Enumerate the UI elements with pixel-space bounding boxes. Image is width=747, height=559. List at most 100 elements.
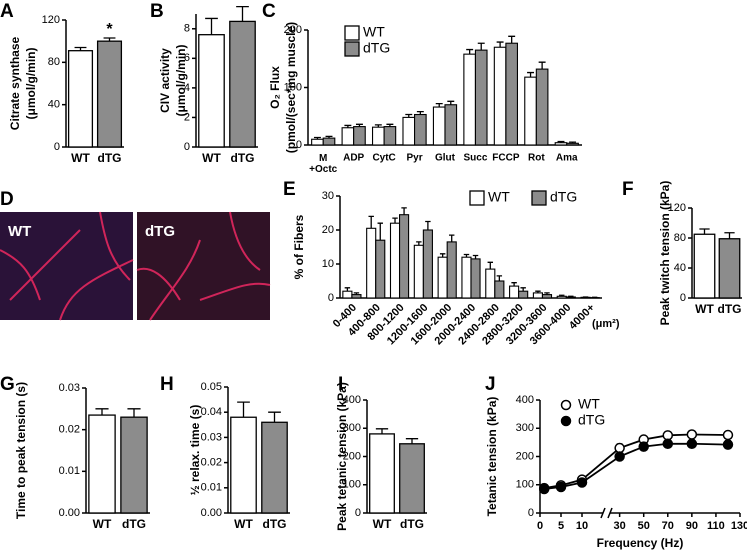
x-tick-label: WT: [93, 517, 112, 531]
y-tick-label: 10: [322, 258, 334, 270]
panel: H0.000.010.020.030.040.05½ relax. time (…: [160, 374, 290, 531]
legend-label: WT: [578, 396, 600, 412]
x-tick-label: dTG: [122, 517, 146, 531]
point: [540, 484, 549, 493]
bar: [390, 223, 399, 298]
error-bar: [699, 229, 709, 234]
bar: [525, 77, 537, 145]
point: [663, 431, 672, 440]
x-tick-label: 50: [638, 520, 650, 532]
y-tick-label: 0.05: [201, 381, 222, 393]
x-tick-label: WT: [234, 517, 253, 531]
error-bar: [392, 218, 397, 223]
panel-label: B: [150, 1, 164, 22]
error-bar: [406, 439, 418, 444]
bar: [475, 50, 487, 145]
x-tick-label: WT: [71, 151, 90, 165]
point: [615, 444, 624, 453]
error-bar: [478, 43, 485, 50]
y-tick-label: 100: [516, 479, 534, 491]
y-tick-label: 0: [528, 507, 534, 519]
bar: [414, 245, 423, 298]
y-axis-label: Peak tetanic tension (kPa): [335, 382, 349, 531]
legend-swatch: [345, 42, 359, 56]
bar: [510, 286, 519, 298]
y-tick-label: 0: [184, 141, 190, 153]
x-axis-label: Frequency (Hz): [597, 536, 684, 550]
axis-break: [601, 508, 612, 518]
bar: [312, 139, 324, 145]
y-axis-label: Citrate synthase: [8, 36, 22, 130]
bar: [694, 234, 715, 298]
panel-label: J: [485, 374, 496, 395]
x-tick-label: 130: [731, 520, 747, 532]
bar: [495, 281, 504, 298]
bar: [557, 296, 566, 298]
bar: [323, 138, 335, 145]
series-line: [544, 434, 728, 488]
error-bar: [568, 296, 573, 297]
error-bar: [268, 412, 281, 422]
error-bar: [378, 223, 383, 240]
legend-swatch: [470, 191, 484, 205]
y-tick-label: 40: [674, 262, 686, 274]
y-axis-label: Tetanic tension (kPa): [485, 397, 499, 517]
legend-label: dTG: [578, 412, 605, 428]
x-tick-label: Ama: [556, 153, 578, 164]
bar: [506, 43, 518, 145]
panel-label: A: [0, 1, 14, 22]
legend-label: WT: [488, 189, 510, 205]
error-bar: [488, 262, 493, 269]
y-tick-label: 120: [42, 14, 60, 26]
x-tick-label: dTG: [718, 302, 742, 316]
y-tick-label: 300: [516, 422, 534, 434]
point: [615, 452, 624, 461]
bar: [464, 54, 476, 145]
x-tick-label-line: M: [319, 153, 327, 164]
x-tick-label: 70: [662, 520, 674, 532]
bar: [438, 257, 447, 298]
x-tick-label: ADP: [343, 153, 364, 164]
legend-swatch: [532, 191, 546, 205]
x-tick-label-line: +Octc: [309, 164, 338, 175]
bar: [373, 127, 385, 145]
x-tick-label: Pyr: [406, 153, 422, 164]
y-tick-label: 0.01: [59, 465, 80, 477]
y-axis-label: % of Fibers: [292, 214, 306, 279]
y-tick-label: 0: [680, 292, 686, 304]
bar: [462, 257, 471, 298]
x-tick-label: 0: [537, 520, 543, 532]
legend-marker: [562, 417, 571, 426]
y-tick-label: 0: [355, 507, 361, 519]
x-tick-label: 110: [707, 520, 725, 532]
bar: [370, 434, 395, 513]
bar: [230, 21, 255, 147]
panel-label: C: [262, 1, 276, 22]
y-tick-label: 30: [322, 190, 334, 202]
bar: [121, 417, 147, 513]
bar: [519, 291, 528, 298]
error-bar: [205, 18, 218, 34]
x-tick-label: CytC: [372, 153, 395, 164]
panel-label: D: [0, 189, 14, 210]
x-tick-label: Glut: [435, 153, 456, 164]
bar: [486, 269, 495, 298]
annotation: *: [106, 21, 113, 38]
x-tick-label: WT: [695, 302, 714, 316]
bar: [98, 41, 122, 147]
x-tick-label: 10: [576, 520, 588, 532]
bar: [415, 115, 427, 145]
error-bar: [449, 235, 454, 242]
error-bar: [508, 36, 515, 43]
y-tick-label: 80: [674, 232, 686, 244]
y-axis-label: ½ relax. time (s): [188, 405, 202, 496]
x-tick-label: WT: [373, 517, 392, 531]
x-tick-label: Rot: [528, 153, 545, 164]
y-tick-label: 0: [54, 141, 60, 153]
error-bar: [127, 409, 140, 417]
bar: [567, 143, 579, 145]
y-axis-label: O₂ Flux: [268, 66, 282, 109]
